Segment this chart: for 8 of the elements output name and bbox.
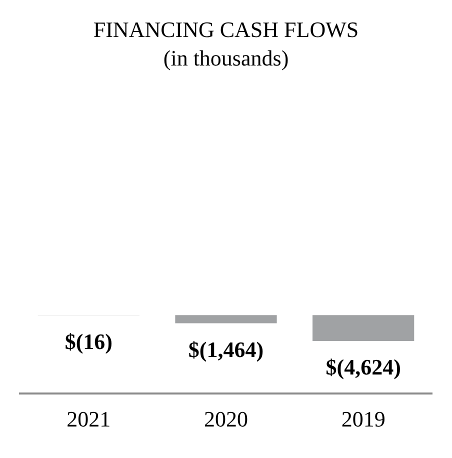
x-tick-label: 2020 [204, 406, 248, 432]
x-tick-label: 2021 [66, 406, 111, 432]
x-tick-label: 2019 [341, 406, 386, 432]
chart-subtitle: (in thousands) [163, 45, 289, 70]
chart-title: FINANCING CASH FLOWS [93, 16, 359, 42]
data-label: $(16) [64, 328, 112, 354]
data-label: $(4,624) [326, 354, 401, 380]
data-label: $(1,464) [188, 336, 264, 362]
